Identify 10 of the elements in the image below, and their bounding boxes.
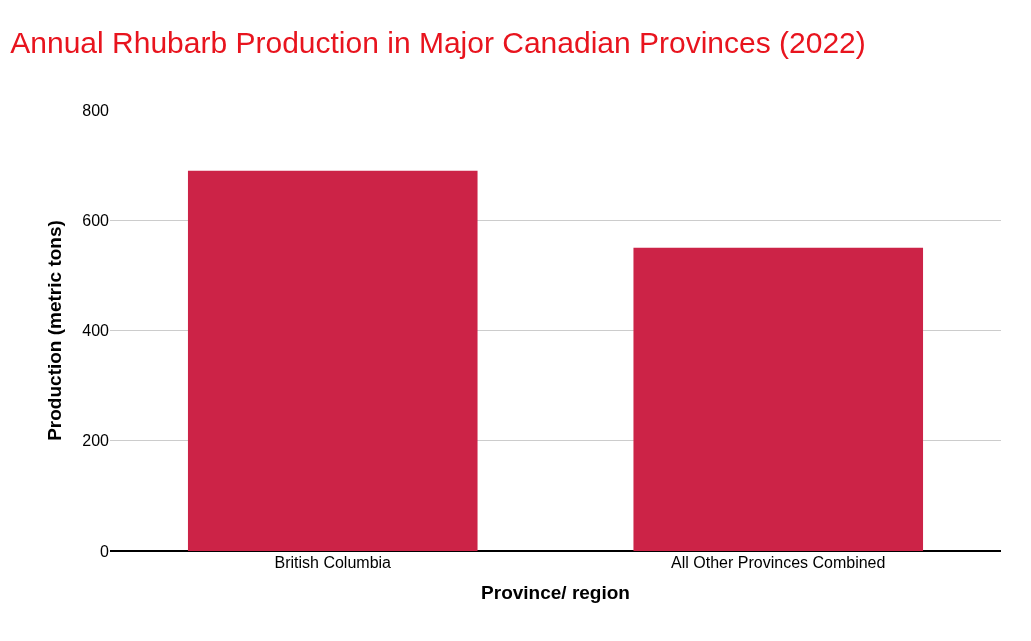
y-tick-label: 800 [82, 101, 110, 119]
y-axis-title: Production (metric tons) [44, 220, 66, 441]
x-tick-label: British Columbia [274, 554, 392, 571]
y-tick-label: 0 [100, 542, 110, 560]
y-tick-label: 600 [82, 211, 110, 229]
y-tick-label: 200 [82, 432, 110, 450]
y-tick-label: 400 [82, 322, 110, 340]
x-axis-title: Province/ region [481, 581, 630, 603]
x-tick-label: All Other Provinces Combined [671, 554, 886, 571]
chart-title: Annual Rhubarb Production in Major Canadian Provinces (2022) [10, 26, 866, 60]
